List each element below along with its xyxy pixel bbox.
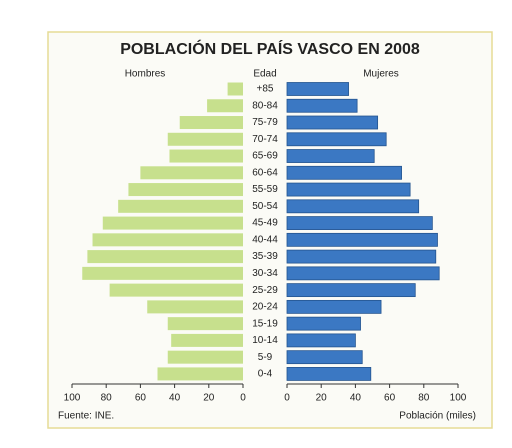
category-label: Edad xyxy=(253,69,276,80)
bar-right xyxy=(286,283,416,298)
frame xyxy=(47,31,493,429)
bar-left xyxy=(109,283,244,297)
x-tick-label-left: 60 xyxy=(135,393,147,404)
bar-left xyxy=(171,333,243,347)
bar-right xyxy=(286,115,379,130)
x-tick-label-right: 80 xyxy=(418,393,430,404)
x-tick-label-right: 0 xyxy=(284,393,290,404)
bar-left xyxy=(167,317,243,331)
bar-left xyxy=(167,350,243,364)
bar-right xyxy=(286,232,438,247)
category-label: 45-49 xyxy=(252,218,278,229)
bar-right xyxy=(286,98,358,113)
category-label: 25-29 xyxy=(252,285,278,296)
bar-left xyxy=(147,300,243,314)
bar-left xyxy=(169,149,243,163)
x-tick-label-right: 100 xyxy=(450,393,467,404)
source: Fuente: INE. xyxy=(58,411,114,422)
x-tick-label-left: 100 xyxy=(64,393,81,404)
bar-left xyxy=(157,367,243,381)
bar-right xyxy=(286,316,361,331)
category-label: +85 xyxy=(257,84,274,95)
x-tick-label-right: 60 xyxy=(384,393,396,404)
category-label: 20-24 xyxy=(252,302,278,313)
category-label: 35-39 xyxy=(252,251,278,262)
category-label: 60-64 xyxy=(252,167,278,178)
bar-right xyxy=(286,199,420,214)
bar-right xyxy=(286,333,356,348)
bar-left xyxy=(167,132,243,146)
x-tick-label-left: 0 xyxy=(240,393,246,404)
bar-right xyxy=(286,182,411,197)
category-label: 5-9 xyxy=(258,352,273,363)
legend-right: Mujeres xyxy=(363,69,399,80)
category-label: 75-79 xyxy=(252,117,278,128)
x-tick-label-right: 20 xyxy=(316,393,328,404)
bar-left xyxy=(128,183,243,197)
category-label: 50-54 xyxy=(252,201,278,212)
bar-right xyxy=(286,350,363,365)
bar-right xyxy=(286,132,387,147)
x-axis-label: Población (miles) xyxy=(399,411,476,422)
bar-left xyxy=(227,82,243,96)
bar-left xyxy=(207,99,243,113)
bar-right xyxy=(286,149,375,163)
category-label: 30-34 xyxy=(252,268,278,279)
bar-right xyxy=(286,216,433,230)
x-tick-label-right: 40 xyxy=(350,393,362,404)
category-label: 15-19 xyxy=(252,318,278,329)
category-label: 65-69 xyxy=(252,151,278,162)
bar-right xyxy=(286,249,437,264)
bar-left xyxy=(118,199,243,213)
legend-left: Hombres xyxy=(125,69,166,80)
bar-right xyxy=(286,367,372,381)
bar-right xyxy=(286,266,440,281)
bar-left xyxy=(92,233,244,247)
x-tick-label-left: 20 xyxy=(203,393,215,404)
x-tick-label-left: 80 xyxy=(101,393,113,404)
category-label: 0-4 xyxy=(258,369,273,380)
bar-left xyxy=(87,250,243,264)
category-label: 80-84 xyxy=(252,100,278,111)
bar-left xyxy=(179,116,243,130)
bar-right xyxy=(286,82,349,96)
bar-left xyxy=(102,216,243,230)
category-label: 10-14 xyxy=(252,335,278,346)
bar-right xyxy=(286,299,382,314)
category-label: 40-44 xyxy=(252,234,278,245)
bar-right xyxy=(286,165,402,180)
x-tick-label-left: 40 xyxy=(169,393,181,404)
category-label: 55-59 xyxy=(252,184,278,195)
category-label: 70-74 xyxy=(252,134,278,145)
bar-left xyxy=(140,166,243,180)
bar-left xyxy=(82,266,243,280)
chart-title: POBLACIÓN DEL PAÍS VASCO EN 2008 xyxy=(120,39,420,58)
